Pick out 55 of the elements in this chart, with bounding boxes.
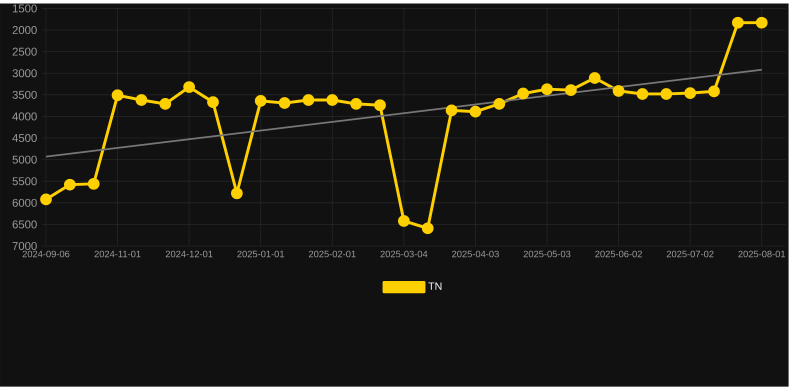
point [470, 106, 482, 118]
y-tick-label: 2500 [12, 48, 37, 56]
point [732, 16, 744, 29]
point [350, 98, 362, 110]
point [541, 83, 553, 96]
y-tick-label: 4500 [12, 134, 37, 142]
point [493, 98, 506, 110]
point [326, 94, 338, 106]
point [708, 86, 720, 98]
y-tick-label: 7000 [12, 242, 37, 250]
point [636, 88, 648, 100]
y-tick-label: 1500 [12, 4, 37, 13]
y-tick-label: 5500 [12, 177, 37, 186]
point [159, 98, 172, 110]
point [254, 95, 267, 107]
x-tick-label: 2024-12-01 [166, 250, 212, 258]
point [40, 194, 52, 206]
x-tick-label: 2025-07-02 [666, 250, 714, 258]
point [136, 94, 148, 106]
y-tick-label: 3500 [12, 90, 37, 99]
point [565, 84, 577, 96]
y-tick-label: 6500 [12, 220, 37, 229]
y-tick-label: 2000 [12, 26, 37, 34]
point [88, 178, 100, 190]
point [278, 97, 290, 110]
x-tick-label: 2025-05-03 [524, 250, 570, 258]
point [64, 178, 76, 191]
y-tick-label: 4000 [12, 112, 37, 121]
x-tick-label: 2025-03-04 [380, 250, 428, 258]
y-tick-label: 5000 [12, 156, 37, 164]
x-tick-label: 2025-02-01 [308, 250, 356, 258]
point [231, 188, 243, 200]
point [684, 87, 696, 100]
point [398, 215, 410, 227]
legend-label: TN [428, 282, 442, 290]
point [207, 96, 219, 108]
point [517, 88, 530, 100]
point [446, 104, 458, 116]
point [302, 94, 314, 106]
point [183, 81, 195, 94]
point [612, 85, 624, 97]
point [588, 72, 601, 84]
x-tick-label: 2025-01-01 [237, 250, 284, 258]
x-tick-label: 2025-08-01 [738, 250, 786, 258]
x-tick-label: 2025-06-02 [595, 250, 642, 258]
point [374, 99, 386, 112]
y-tick-label: 6000 [12, 198, 37, 207]
x-tick-label: 2024-11-01 [94, 250, 141, 258]
y-tick-label: 3000 [12, 69, 37, 78]
point [660, 88, 672, 100]
x-tick-label: 2024-09-06 [22, 250, 70, 258]
point [756, 16, 768, 29]
x-tick-label: 2025-04-03 [452, 250, 499, 258]
point [112, 90, 124, 102]
point [422, 222, 434, 234]
